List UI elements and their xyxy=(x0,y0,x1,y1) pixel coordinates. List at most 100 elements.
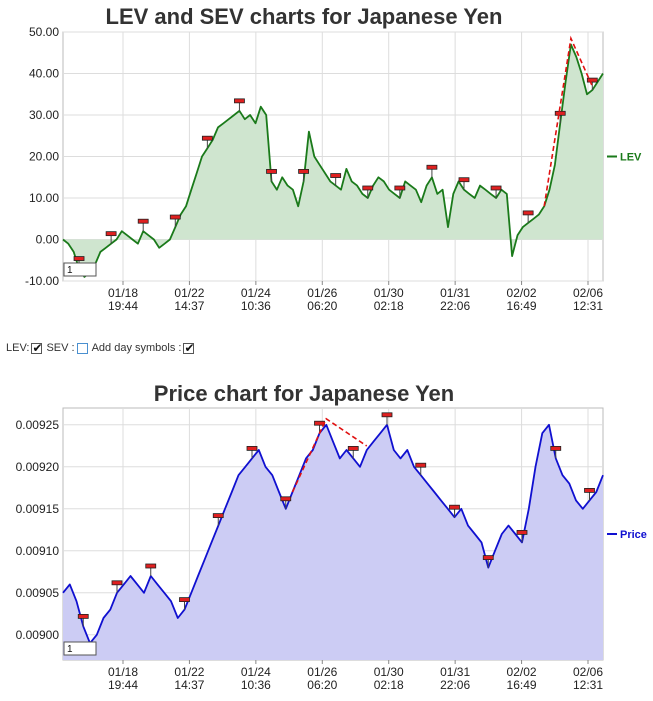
y-tick-label: 0.00915 xyxy=(16,502,60,516)
x-tick-time: 14:37 xyxy=(174,299,204,313)
day-symbol xyxy=(362,185,374,191)
series-area xyxy=(63,44,603,277)
sev-label: SEV : xyxy=(46,342,75,354)
x-tick-time: 06:20 xyxy=(307,299,337,313)
y-tick-label: 0.00 xyxy=(36,233,60,247)
x-tick-time: 12:31 xyxy=(573,678,603,692)
legend-label: Price xyxy=(620,529,647,541)
day-symbol xyxy=(246,446,258,451)
day-symbol xyxy=(137,218,149,224)
legend-label: LEV xyxy=(620,152,642,164)
chart-options: LEV: SEV : Add day symbols : xyxy=(6,341,198,355)
day-symbol xyxy=(73,256,85,261)
x-tick-date: 02/06 xyxy=(573,665,603,679)
y-tick-label: -10.00 xyxy=(25,274,59,288)
x-tick-time: 22:06 xyxy=(440,299,470,313)
x-tick-date: 01/26 xyxy=(307,286,337,300)
page-box[interactable] xyxy=(63,262,97,277)
y-tick-label: 0.00920 xyxy=(16,460,60,474)
day-symbol xyxy=(394,185,406,191)
page-box-label: 1 xyxy=(67,265,73,276)
day-symbol xyxy=(586,77,598,83)
trend-arrow xyxy=(291,417,368,493)
x-tick-date: 01/31 xyxy=(440,286,470,300)
x-tick-time: 14:37 xyxy=(174,678,204,692)
series-area xyxy=(63,424,603,660)
x-tick-time: 16:49 xyxy=(507,678,537,692)
y-tick-label: 0.00905 xyxy=(16,586,60,600)
day-symbol xyxy=(145,563,157,569)
y-tick-label: 0.00900 xyxy=(16,628,60,642)
day-symbol xyxy=(105,231,117,237)
x-tick-date: 01/30 xyxy=(374,286,404,300)
x-tick-date: 01/18 xyxy=(108,286,138,300)
x-tick-time: 02:18 xyxy=(374,299,404,313)
lev-sev-chart: LEV and SEV charts for Japanese Yen 50.0… xyxy=(25,4,642,313)
day-symbol xyxy=(522,210,534,216)
page-box[interactable] xyxy=(63,641,97,656)
x-tick-date: 01/18 xyxy=(108,665,138,679)
day-symbol xyxy=(179,597,190,603)
day-symbol xyxy=(234,98,245,104)
day-symbol xyxy=(449,504,460,510)
day-symbol xyxy=(212,513,224,519)
x-tick-time: 02:18 xyxy=(374,678,404,692)
day-symbol xyxy=(381,412,393,418)
y-tick-label: 40.00 xyxy=(29,67,59,81)
x-tick-date: 02/02 xyxy=(507,665,537,679)
page-box-label: 1 xyxy=(67,644,73,655)
sev-checkbox[interactable] xyxy=(76,342,88,354)
chart-title: Price chart for Japanese Yen xyxy=(154,381,454,406)
day-symbol xyxy=(330,173,342,178)
x-tick-time: 22:06 xyxy=(440,678,470,692)
y-tick-label: 30.00 xyxy=(29,108,59,122)
price-chart: Price chart for Japanese Yen 0.00925 0.00… xyxy=(16,381,647,692)
y-tick-label: 20.00 xyxy=(29,150,59,164)
x-tick-date: 01/24 xyxy=(241,286,271,300)
day-symbol xyxy=(584,488,595,493)
trend-arrow xyxy=(543,35,594,207)
x-tick-time: 19:44 xyxy=(108,299,138,313)
day-symbol xyxy=(516,529,528,535)
y-tick-label: 0.00910 xyxy=(16,544,60,558)
day-symbol xyxy=(266,168,277,174)
y-tick-label: 0.00925 xyxy=(16,418,60,432)
series-line xyxy=(62,423,604,645)
x-tick-time: 10:36 xyxy=(241,299,271,313)
day-symbol xyxy=(458,177,470,183)
day-symbol xyxy=(347,446,359,451)
series-line xyxy=(62,43,604,278)
day-symbol xyxy=(426,164,438,170)
x-tick-time: 19:44 xyxy=(108,678,138,692)
day-symbol xyxy=(280,496,292,502)
x-tick-date: 01/22 xyxy=(174,665,204,679)
lev-checkbox[interactable] xyxy=(31,341,43,355)
x-tick-date: 01/24 xyxy=(241,665,271,679)
x-tick-time: 16:49 xyxy=(507,299,537,313)
x-tick-date: 01/22 xyxy=(174,286,204,300)
x-tick-date: 01/30 xyxy=(374,665,404,679)
day-symbol xyxy=(77,613,89,619)
day-symbol xyxy=(111,580,123,586)
x-tick-time: 10:36 xyxy=(241,678,271,692)
day-symbol xyxy=(482,555,494,561)
x-tick-date: 01/31 xyxy=(440,665,470,679)
x-tick-time: 06:20 xyxy=(307,678,337,692)
x-tick-date: 02/06 xyxy=(573,286,603,300)
chart-title: LEV and SEV charts for Japanese Yen xyxy=(106,4,503,29)
day-symbol xyxy=(550,446,562,451)
day-symbol xyxy=(169,214,181,220)
y-tick-label: 10.00 xyxy=(29,191,59,205)
day-symbol xyxy=(415,462,427,468)
y-tick-label: 50.00 xyxy=(29,25,59,39)
x-tick-time: 12:31 xyxy=(573,299,603,313)
day-symbol xyxy=(490,185,502,191)
lev-label: LEV: xyxy=(6,342,30,354)
day-symbols-label: Add day symbols : xyxy=(91,342,182,354)
x-tick-date: 01/26 xyxy=(307,665,337,679)
day-symbol xyxy=(298,168,309,174)
x-tick-date: 02/02 xyxy=(507,286,537,300)
day-symbol xyxy=(201,135,213,141)
day-symbol xyxy=(554,110,566,116)
day-symbols-checkbox[interactable] xyxy=(183,341,195,355)
